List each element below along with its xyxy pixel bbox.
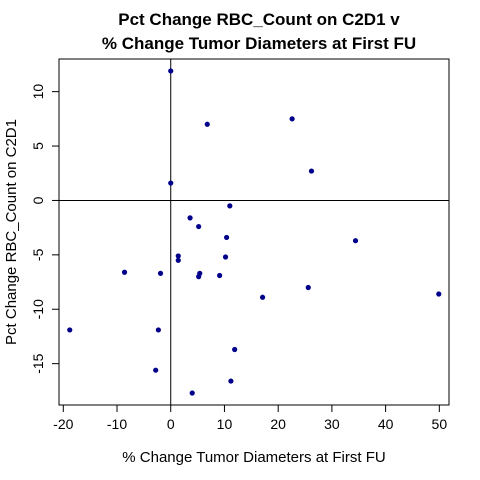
y-tick-label: -10	[30, 299, 46, 319]
data-point	[187, 215, 193, 221]
data-point	[436, 291, 442, 297]
data-point	[232, 346, 238, 353]
data-point	[204, 121, 210, 127]
data-point	[228, 378, 234, 384]
data-point	[227, 203, 233, 209]
data-point	[168, 68, 174, 74]
y-axis: -15 -10 -5 0 5 10	[30, 84, 60, 374]
reference-lines	[59, 59, 449, 405]
data-point	[308, 168, 315, 174]
y-axis-label: Pct Change RBC_Count on C2D1	[3, 119, 20, 345]
data-point	[168, 180, 174, 186]
data-points	[67, 68, 442, 396]
data-point	[196, 274, 202, 280]
x-axis: -20 -10 0 10 20 30 40 50	[53, 404, 448, 432]
data-point	[121, 269, 128, 275]
data-point	[196, 223, 202, 230]
data-point	[352, 238, 359, 244]
x-tick-label: 40	[378, 416, 394, 432]
data-point	[175, 253, 181, 259]
plot-frame	[58, 58, 450, 406]
x-tick-label: 10	[217, 416, 233, 432]
y-tick-label: 10	[30, 84, 46, 100]
y-tick-label: 0	[30, 196, 46, 204]
x-tick-label: 20	[270, 416, 286, 432]
data-point	[175, 257, 181, 263]
x-tick-label: -20	[53, 416, 73, 432]
data-point	[157, 270, 164, 276]
data-point	[305, 284, 311, 291]
data-point	[153, 367, 159, 373]
data-point	[289, 116, 295, 122]
y-tick-label: -5	[30, 248, 46, 261]
data-point	[155, 327, 161, 333]
x-tick-label: 0	[167, 416, 175, 432]
y-tick-label: 5	[30, 142, 46, 150]
x-axis-label: % Change Tumor Diameters at First FU	[122, 449, 385, 466]
data-point	[189, 390, 195, 396]
x-tick-label: -10	[107, 416, 127, 432]
x-tick-label: 50	[432, 416, 448, 432]
data-point	[217, 272, 223, 279]
data-point	[67, 327, 73, 333]
x-tick-label: 30	[324, 416, 340, 432]
data-point	[259, 294, 266, 300]
chart-title-line-1: Pct Change RBC_Count on C2D1 v	[118, 10, 400, 29]
chart-title-line-2: % Change Tumor Diameters at First FU	[102, 34, 416, 53]
y-tick-label: -15	[30, 353, 46, 373]
data-point	[224, 234, 230, 241]
data-point	[222, 254, 229, 260]
